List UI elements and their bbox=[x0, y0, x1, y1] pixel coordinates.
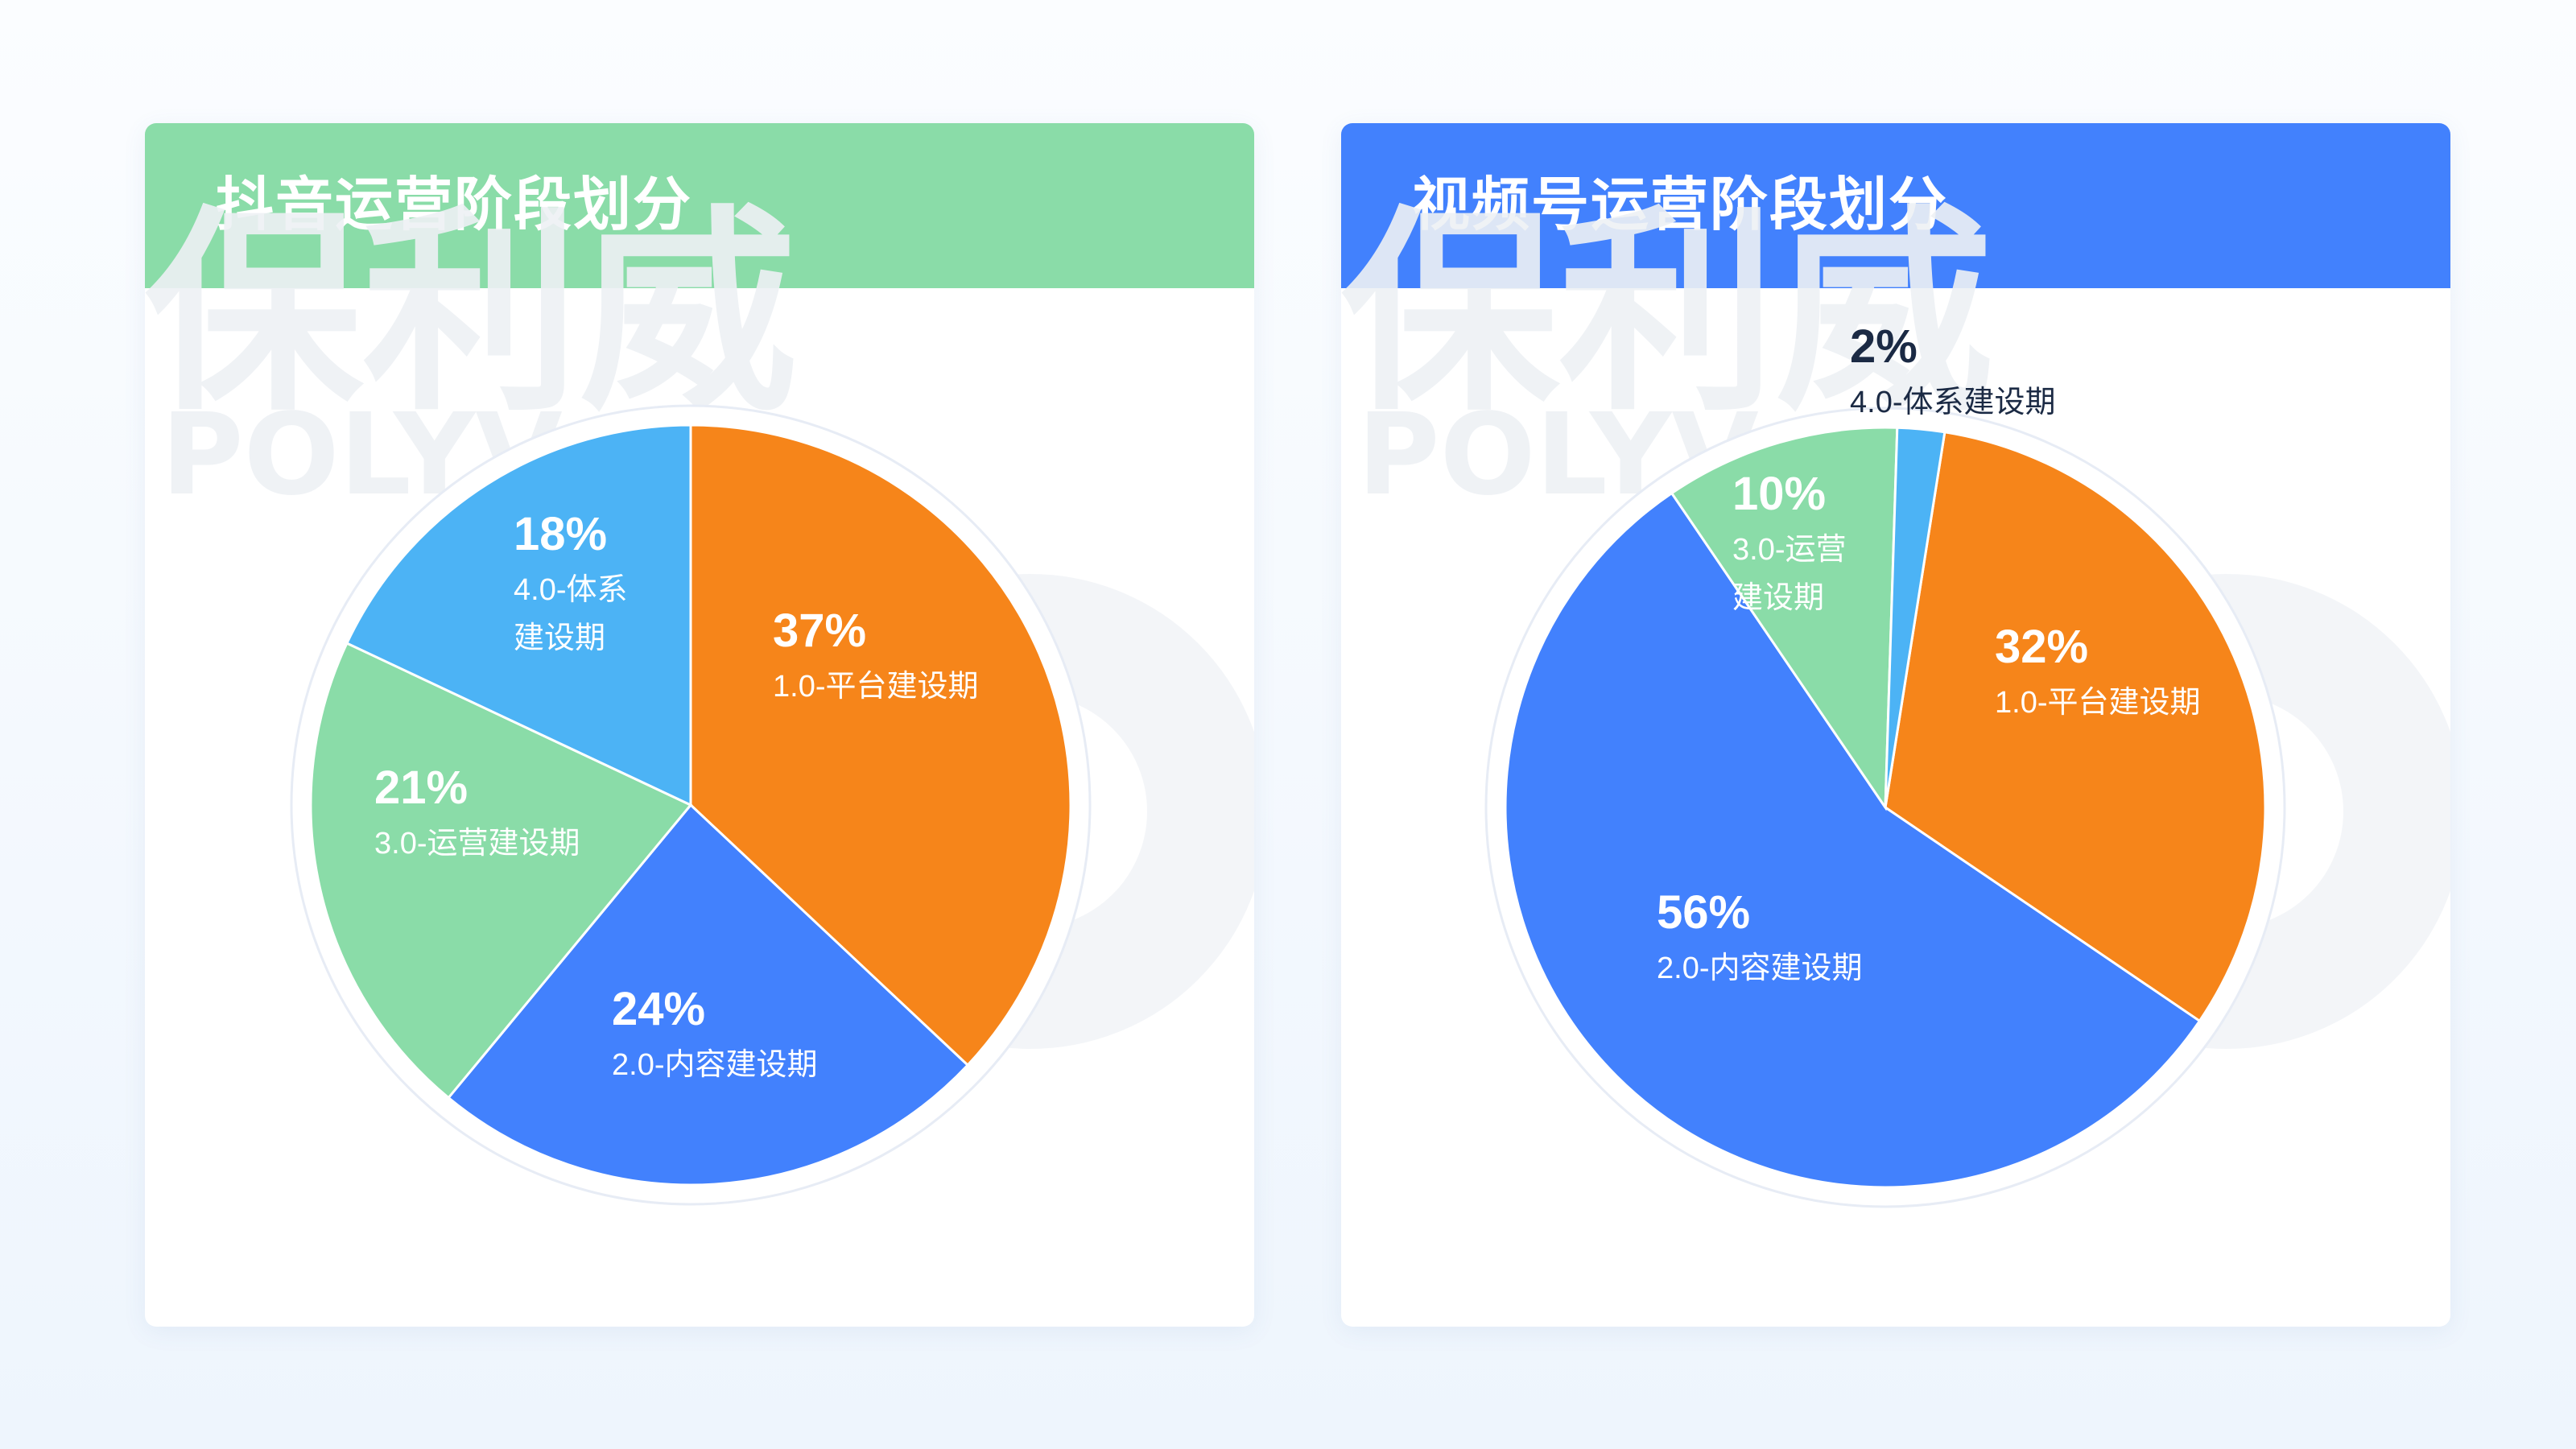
douyin-slice-label-4: 18% 4.0-体系建设期 bbox=[514, 508, 627, 655]
douyin-pie-slices bbox=[309, 423, 1072, 1187]
shipin-slice-label-2: 56% 2.0-内容建设期 bbox=[1657, 886, 1862, 985]
shipin-pct-label-1: 32% bbox=[1995, 621, 2088, 673]
douyin-pct-label-2: 24% bbox=[612, 983, 705, 1035]
douyin-pie-chart: 保利威POLYV37%1.0-平台建设期24%2.0-内容建设期21%3.0-运… bbox=[145, 187, 1254, 1206]
shipin-card: 视频号运营阶段划分 保利威 POLYV 32% 1.0-平台建设期 56% 2.0-内容建… bbox=[1341, 123, 2450, 1327]
shipin-category-label-2: 2.0-内容建设期 bbox=[1657, 952, 1862, 985]
shipin-category-label-3-line-1: 3.0-运营 bbox=[1732, 533, 1846, 567]
shipin-category-label-3-line-2: 建设期 bbox=[1732, 581, 1824, 615]
shipin-slice-label-1: 32% 1.0-平台建设期 bbox=[1995, 621, 2200, 720]
shipin-pct-label-2: 56% bbox=[1657, 886, 1750, 939]
shipin-slice-label-4: 2% 4.0-体系建设期 bbox=[1850, 320, 2055, 419]
shipin-card-header bbox=[1341, 123, 2450, 288]
douyin-category-label-3: 3.0-运营建设期 bbox=[374, 827, 580, 861]
douyin-pct-label-3: 21% bbox=[374, 762, 468, 814]
shipin-category-label-4: 4.0-体系建设期 bbox=[1850, 386, 2055, 419]
douyin-slice-3 bbox=[309, 642, 693, 1100]
shipin-slice-label-3: 10% 3.0-运营建设期 bbox=[1732, 468, 1846, 615]
douyin-card-header bbox=[145, 123, 1254, 288]
shipin-pie-chart: 保利威POLYV32%1.0-平台建设期56%2.0-内容建设期10%3.0-运… bbox=[1341, 187, 2450, 1208]
douyin-category-label-4-line-2: 建设期 bbox=[514, 621, 605, 655]
shipin-slice-1 bbox=[1884, 431, 2267, 1023]
shipin-slice-4 bbox=[1884, 426, 1946, 808]
shipin-chart-title: 视频号运营阶段划分 bbox=[1412, 173, 1949, 237]
shipin-pct-label-3: 10% bbox=[1732, 468, 1826, 520]
shipin-watermark-cn: 保利威 bbox=[1341, 187, 1993, 440]
douyin-slice-2 bbox=[447, 803, 970, 1187]
douyin-slice-4 bbox=[345, 423, 692, 807]
douyin-category-label-1: 1.0-平台建设期 bbox=[773, 670, 978, 704]
douyin-slice-label-2: 24% 2.0-内容建设期 bbox=[612, 983, 817, 1082]
douyin-category-label-4-line-1: 4.0-体系 bbox=[514, 573, 627, 607]
shipin-slice-3 bbox=[1670, 426, 1899, 811]
shipin-pct-label-4: 2% bbox=[1850, 320, 1918, 373]
shipin-category-label-1: 1.0-平台建设期 bbox=[1995, 686, 2200, 720]
shipin-slice-2 bbox=[1504, 491, 2202, 1189]
douyin-slice-label-1: 37% 1.0-平台建设期 bbox=[773, 605, 978, 704]
douyin-watermark-cn: 保利威 bbox=[145, 187, 797, 440]
douyin-pct-label-4: 18% bbox=[514, 508, 607, 560]
douyin-pct-label-1: 37% bbox=[773, 605, 866, 657]
douyin-card: 抖音运营阶段划分 保利威 POLYV 37% 1.0-平台建设期 24% 2.0-内容建设… bbox=[145, 123, 1254, 1327]
douyin-category-label-2: 2.0-内容建设期 bbox=[612, 1048, 817, 1082]
douyin-chart-title: 抖音运营阶段划分 bbox=[216, 173, 693, 237]
douyin-slice-label-3: 21% 3.0-运营建设期 bbox=[374, 762, 580, 861]
douyin-slice-1 bbox=[689, 423, 1072, 1067]
shipin-pie-slices bbox=[1504, 426, 2267, 1189]
